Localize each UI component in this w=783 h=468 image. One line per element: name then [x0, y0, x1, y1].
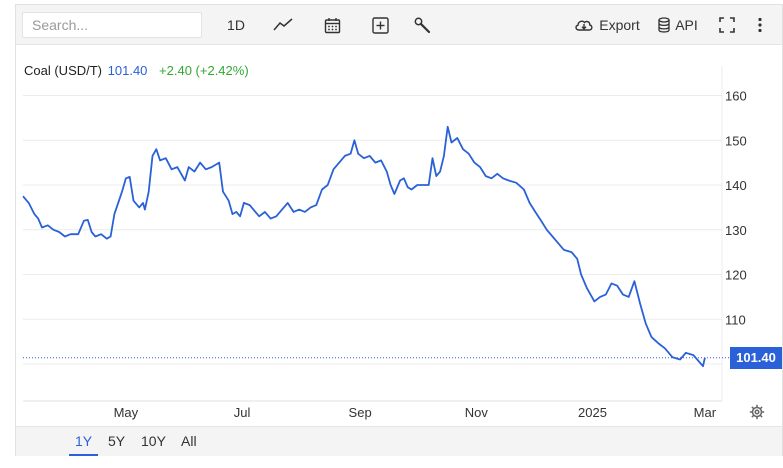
cloud-download-icon: [574, 17, 594, 33]
calendar-icon: [324, 17, 341, 34]
fullscreen-button[interactable]: [714, 11, 740, 39]
last-price-tag: 101.40: [730, 346, 782, 369]
search-input[interactable]: [22, 12, 202, 38]
y-tick-label: 110: [725, 312, 746, 327]
y-tick-label: 140: [725, 178, 747, 193]
x-tick-label: Nov: [465, 405, 489, 420]
chart-widget: 1D: [15, 4, 783, 456]
x-tick-label: May: [114, 405, 139, 420]
y-tick-label: 130: [725, 223, 747, 238]
interval-button[interactable]: 1D: [219, 11, 253, 39]
export-button[interactable]: Export: [574, 11, 640, 39]
chart-settings-button[interactable]: [749, 404, 765, 425]
export-label: Export: [599, 17, 640, 33]
chart-legend: Coal (USD/T) 101.40 +2.40 (+2.42%): [24, 63, 249, 78]
y-tick-label: 160: [725, 89, 747, 104]
legend-symbol-name: Coal (USD/T): [24, 63, 103, 78]
wrench-icon: [414, 17, 431, 34]
api-button[interactable]: API: [656, 11, 700, 39]
compare-button[interactable]: [365, 11, 395, 39]
range-button-10y[interactable]: 10Y: [141, 433, 166, 449]
range-button-1y[interactable]: 1Y: [69, 427, 99, 456]
legend-change: +2.40 (+2.42%): [159, 63, 249, 78]
api-label: API: [675, 17, 698, 33]
range-button-all[interactable]: All: [181, 433, 197, 449]
range-button-5y[interactable]: 5Y: [108, 433, 126, 449]
database-icon: [658, 17, 670, 33]
more-vertical-icon: [758, 17, 762, 33]
y-tick-label: 120: [725, 268, 747, 283]
plus-box-icon: [371, 16, 389, 34]
gear-icon: [749, 404, 765, 424]
tools-button[interactable]: [407, 11, 437, 39]
chart-toolbar: 1D: [16, 5, 782, 45]
fullscreen-icon: [719, 17, 735, 33]
x-tick-label: Mar: [694, 405, 717, 420]
x-tick-label: 2025: [578, 405, 607, 420]
price-chart: 110 120 130 140 150 160 May Jul Sep Nov 2025 Mar: [22, 66, 747, 420]
x-tick-label: Jul: [234, 405, 251, 420]
y-tick-label: 150: [725, 133, 747, 148]
legend-price: 101.40: [107, 63, 148, 78]
more-button[interactable]: [750, 11, 770, 39]
chart-type-button[interactable]: [268, 11, 298, 39]
range-selector: 1Y 5Y 10Y All: [16, 426, 782, 456]
line-chart-icon: [273, 18, 293, 32]
interval-label: 1D: [227, 17, 245, 33]
price-series-line: [22, 125, 706, 368]
x-tick-label: Sep: [349, 405, 372, 420]
chart-area[interactable]: 110 120 130 140 150 160 May Jul Sep Nov 2025 Mar Co…: [16, 46, 782, 426]
date-range-button[interactable]: [317, 11, 347, 39]
